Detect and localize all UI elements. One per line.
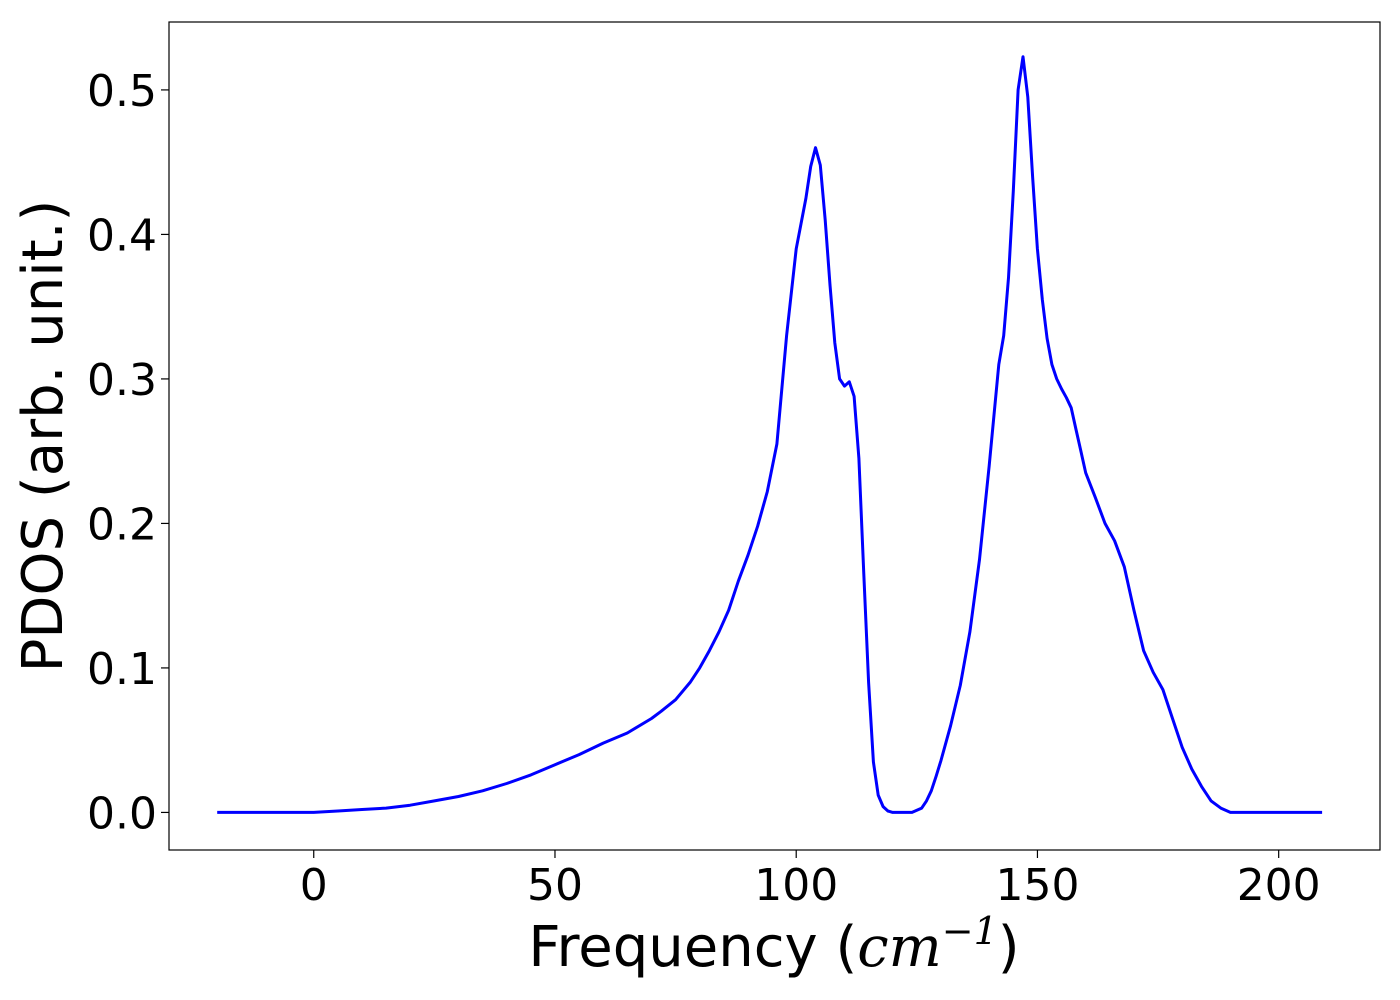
y-tick-label: 0.3 bbox=[87, 355, 157, 406]
x-tick-label: 100 bbox=[754, 860, 838, 911]
x-axis-ticks: 0 50 100 150 200 bbox=[300, 850, 1321, 911]
x-tick-label: 150 bbox=[995, 860, 1079, 911]
y-tick-label: 0.0 bbox=[87, 788, 157, 839]
x-axis-label-exponent: −1 bbox=[942, 909, 998, 953]
x-tick-label: 200 bbox=[1237, 860, 1321, 911]
y-axis-ticks: 0.0 0.1 0.2 0.3 0.4 0.5 bbox=[87, 66, 169, 839]
plot-frame bbox=[168, 21, 1381, 851]
y-axis-label: PDOS (arb. unit.) bbox=[11, 200, 76, 673]
y-tick-label: 0.2 bbox=[87, 499, 157, 550]
x-tick-label: 0 bbox=[300, 860, 328, 911]
y-tick-label: 0.5 bbox=[87, 66, 157, 117]
x-axis-label-unit: cm bbox=[857, 915, 941, 980]
x-tick-label: 50 bbox=[527, 860, 583, 911]
x-axis-label: Frequency (cm−1) bbox=[528, 909, 1019, 980]
x-axis-label-close: ) bbox=[998, 915, 1020, 980]
pdos-series-line bbox=[217, 55, 1323, 814]
y-tick-label: 0.1 bbox=[87, 644, 157, 695]
x-axis-label-main: Frequency ( bbox=[528, 915, 857, 980]
y-tick-label: 0.4 bbox=[87, 210, 157, 261]
